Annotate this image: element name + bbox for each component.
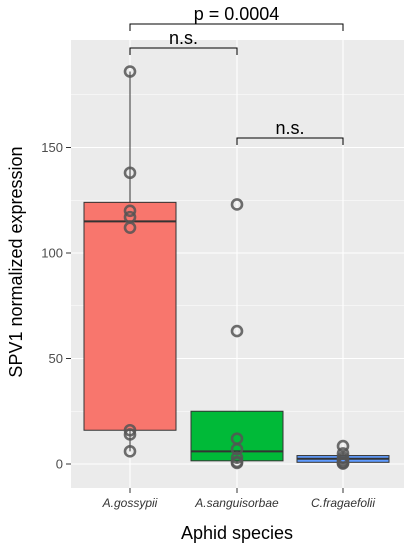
- significance-annotations: n.s. n.s. p = 0.0004: [129, 4, 344, 145]
- x-tick-label: A.gossypii: [102, 496, 158, 510]
- y-axis-ticks: 0 50 100 150: [41, 140, 71, 472]
- significance-bracket: [129, 23, 344, 31]
- significance-bracket: [129, 47, 238, 55]
- significance-label: n.s.: [275, 118, 304, 138]
- data-point: [123, 423, 137, 437]
- box: [83, 201, 177, 431]
- data-point: [123, 428, 137, 441]
- significance-bracket: [236, 137, 344, 145]
- data-point: [230, 442, 244, 456]
- x-axis-ticks: A.gossypii A.sanguisorbae C.fragaefolii: [102, 488, 375, 510]
- y-tick-label: 150: [41, 140, 63, 155]
- data-point: [230, 198, 244, 211]
- data-point: [336, 439, 350, 453]
- data-point: [123, 221, 137, 234]
- x-axis-title: Aphid species: [181, 523, 293, 543]
- data-point: [230, 451, 244, 464]
- y-axis-title: SPV1 normalized expression: [6, 146, 26, 377]
- data-point: [230, 456, 244, 470]
- data-point: [230, 324, 244, 338]
- boxes: [83, 71, 390, 464]
- data-point: [123, 445, 137, 458]
- significance-label: n.s.: [169, 28, 198, 48]
- data-point: [123, 166, 137, 180]
- y-tick-label: 100: [41, 246, 63, 261]
- x-tick-label: A.sanguisorbae: [194, 496, 279, 510]
- y-tick-label: 50: [49, 351, 63, 366]
- data-point: [123, 65, 137, 78]
- y-tick-label: 0: [56, 457, 63, 472]
- data-point: [123, 204, 137, 218]
- data-points: [123, 65, 350, 470]
- x-tick-label: C.fragaefolii: [311, 496, 375, 510]
- data-point: [336, 457, 350, 470]
- significance-label: p = 0.0004: [194, 4, 280, 24]
